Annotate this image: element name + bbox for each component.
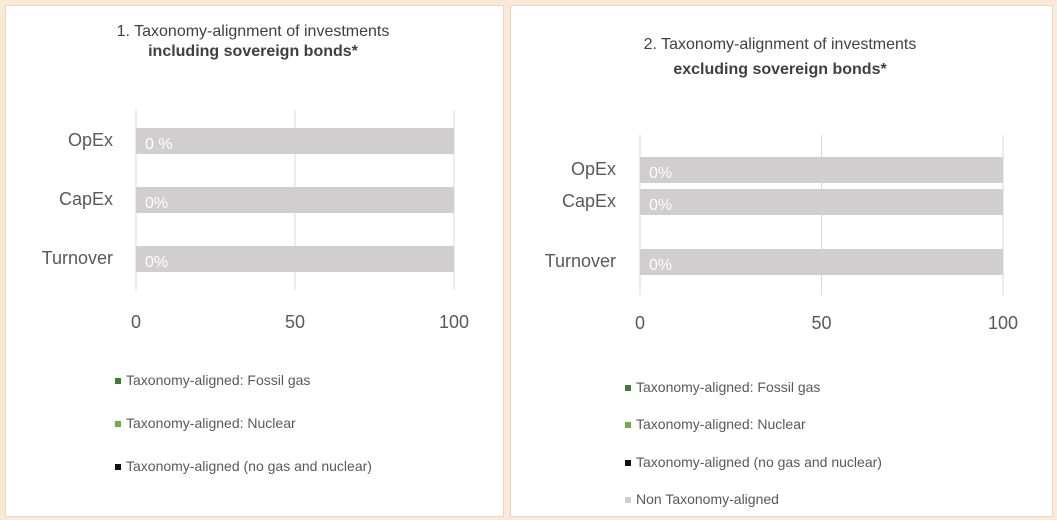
legend-swatch [625,422,631,429]
chart-subtitle: including sovereign bonds* [148,43,359,60]
x-tick-label: 0 [635,313,645,333]
data-label: 0% [145,195,168,212]
bar-segment [640,249,1003,275]
legend-swatch [115,421,121,428]
legend-entry: Taxonomy-aligned: Fossil gas [625,377,1025,397]
y-tick-label: Turnover [545,251,616,271]
data-label: 0% [649,197,672,214]
data-label: 0% [649,257,672,274]
x-tick-label: 50 [285,312,305,332]
y-tick-label: OpEx [571,159,616,179]
legend-swatch [625,385,631,392]
legend-label: Non Taxonomy-aligned [636,491,779,507]
y-tick-label: Turnover [42,248,113,268]
data-label: 0% [145,254,168,271]
bar-segment [640,157,1003,183]
x-tick-label: 100 [439,312,469,332]
chart-title: 1. Taxonomy-alignment of investments [117,23,390,40]
chart-title: 2. Taxonomy-alignment of investments [644,36,917,53]
chart-subtitle: excluding sovereign bonds* [673,61,887,78]
data-label: 0% [649,165,672,182]
legend-label: Taxonomy-aligned (no gas and nuclear) [126,458,372,474]
legend-label: Taxonomy-aligned (no gas and nuclear) [636,454,882,470]
data-label: 0 % [145,136,173,153]
bar-segment [136,187,454,213]
y-tick-label: OpEx [68,130,113,150]
legend-swatch [625,460,631,467]
y-tick-label: CapEx [59,189,113,209]
bar-segment [136,246,454,272]
y-tick-label: CapEx [562,191,616,211]
legend-entry: Taxonomy-aligned: Fossil gas [115,370,385,390]
x-tick-label: 100 [988,313,1018,333]
legend-swatch [625,497,631,504]
legend-swatch [115,464,121,471]
bar-segment [136,128,454,154]
legend-entry: Taxonomy-aligned (no gas and nuclear) [115,456,385,476]
legend-label: Taxonomy-aligned: Nuclear [636,416,806,432]
legend-entry: Taxonomy-aligned: Nuclear [115,413,385,433]
legend-label: Taxonomy-aligned: Nuclear [126,415,296,431]
legend-swatch [115,378,121,385]
legend-entry: Taxonomy-aligned: Nuclear [625,414,1025,434]
x-tick-label: 50 [811,313,831,333]
legend-entry: Taxonomy-aligned (no gas and nuclear) [625,452,1025,472]
legend-label: Taxonomy-aligned: Fossil gas [636,379,821,395]
legend-label: Taxonomy-aligned: Fossil gas [126,372,311,388]
x-tick-label: 0 [131,312,141,332]
bar-segment [640,189,1003,215]
legend-entry: Non Taxonomy-aligned [625,489,1025,509]
